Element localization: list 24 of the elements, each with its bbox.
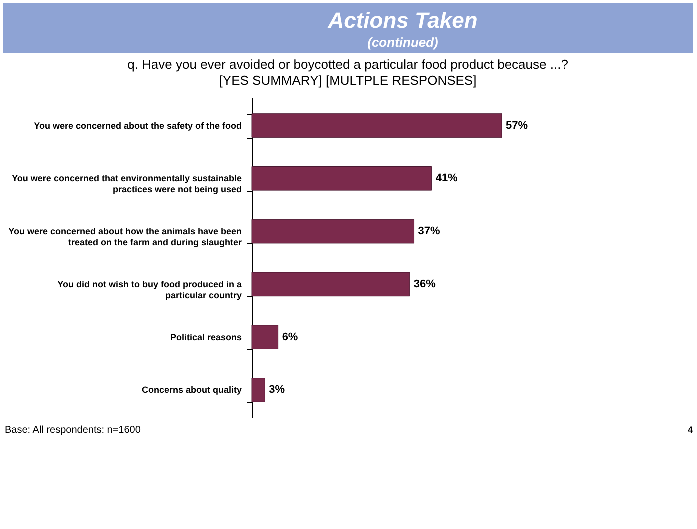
data-label: 37%	[418, 226, 441, 238]
text: [YES SUMMARY] [MULTPLE RESPONSES]	[219, 73, 477, 88]
data-label: 3%	[269, 384, 286, 396]
y-tick-label: You were concerned about the safety of the food	[34, 120, 242, 131]
y-tick-label: You were concerned that environmentally sustainable practices were not being used	[12, 174, 242, 195]
bar	[252, 166, 432, 191]
data-label: 36%	[414, 278, 436, 290]
data-label: 6%	[282, 331, 298, 344]
bar	[252, 272, 410, 297]
text: 4	[688, 425, 693, 435]
data-label: 57%	[506, 120, 528, 132]
y-tick-label: Political reasons	[170, 332, 242, 342]
bar	[252, 325, 279, 350]
chart-subtitle: (continued)	[368, 35, 438, 50]
bar	[252, 114, 502, 138]
text: q. Have you ever avoided or boycotted a particular food product because ...?	[128, 57, 568, 72]
bar	[252, 378, 266, 402]
y-tick-label: Concerns about quality	[142, 385, 242, 396]
chart-title: Actions Taken	[327, 8, 478, 33]
data-label: 41%	[436, 172, 458, 185]
text: Base: All respondents: n=1600	[5, 425, 142, 436]
bar	[252, 219, 415, 244]
y-tick-label: You were concerned about how the animals have been treated on the farm and during slaughter	[8, 226, 242, 248]
y-tick-label: You did not wish to buy food produced in a particular country	[58, 279, 243, 300]
